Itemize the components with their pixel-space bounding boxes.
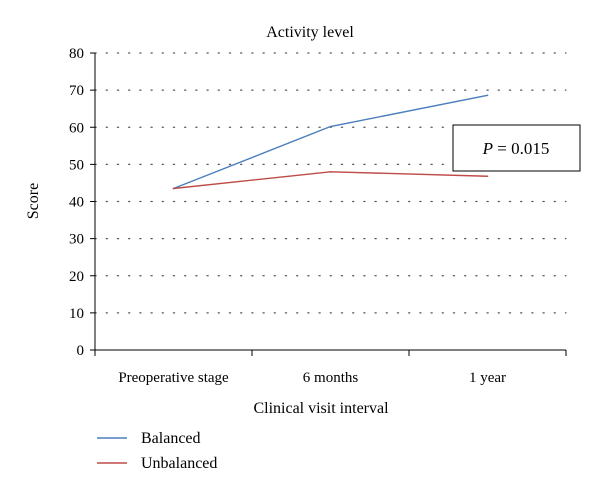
data-point: [486, 175, 489, 178]
p-value-annotation: P = 0.015: [452, 124, 581, 172]
y-tick-label: 0: [77, 343, 85, 359]
x-tick-label: Preoperative stage: [118, 370, 229, 386]
y-tick-label: 40: [69, 195, 84, 211]
data-point: [329, 125, 332, 128]
grid-lines: [94, 52, 567, 314]
chart-title: Activity level: [266, 24, 354, 41]
y-tick-label: 80: [69, 46, 84, 62]
x-axis-title: Clinical visit interval: [253, 400, 389, 417]
annotation-value: = 0.015: [493, 139, 549, 158]
x-tick-label: 6 months: [303, 370, 359, 386]
data-point: [172, 187, 175, 190]
y-axis-ticks: 0 10 20 30 40 50 60 70 80: [69, 46, 95, 359]
y-tick-label: 70: [69, 83, 84, 99]
annotation-text: P = 0.015: [482, 139, 550, 158]
x-axis-ticks: Preoperative stage 6 months 1 year: [94, 350, 567, 386]
legend: Balanced Unbalanced: [97, 430, 217, 472]
legend-label: Unbalanced: [141, 455, 217, 472]
y-tick-label: 10: [69, 306, 84, 322]
data-point: [486, 94, 489, 97]
y-tick-label: 30: [69, 232, 84, 248]
y-tick-label: 60: [69, 120, 84, 136]
data-point: [329, 171, 332, 173]
series-line-unbalanced: [173, 171, 488, 190]
annotation-p: P: [482, 139, 493, 158]
annotation-box: [452, 124, 581, 172]
y-tick-label: 20: [69, 269, 84, 285]
y-axis-title: Score: [25, 183, 42, 219]
x-tick-label: 1 year: [469, 370, 506, 386]
legend-label: Balanced: [141, 430, 201, 447]
series-lines: [172, 94, 489, 190]
y-tick-label: 50: [69, 157, 84, 173]
